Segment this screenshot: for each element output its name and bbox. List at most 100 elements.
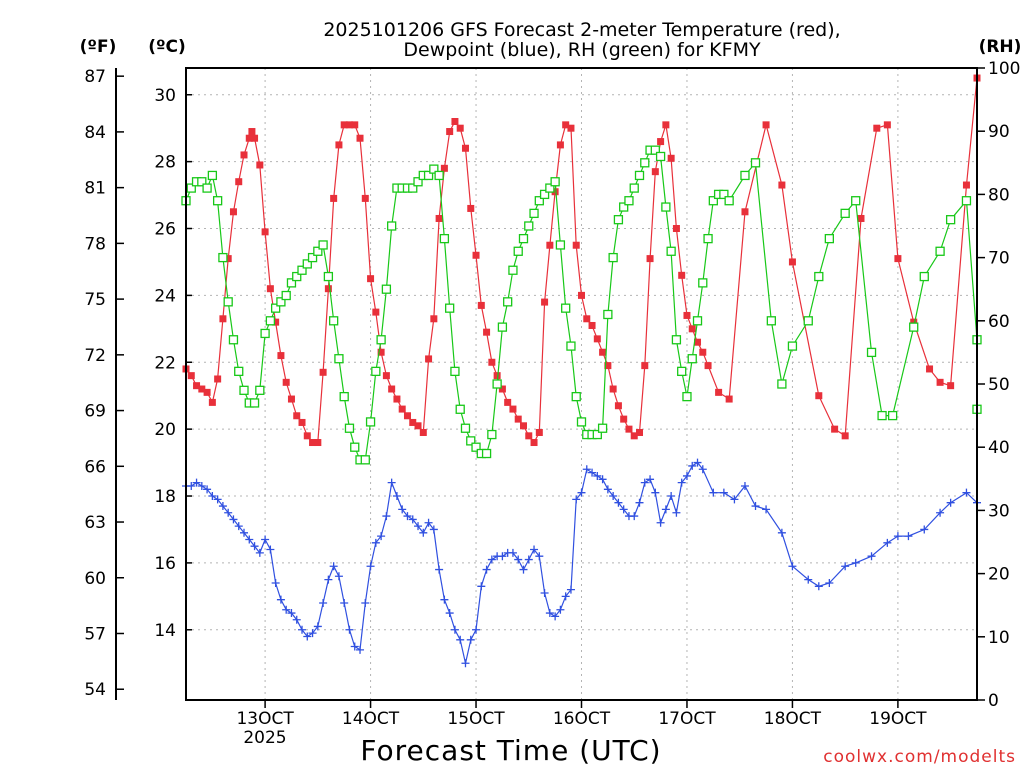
- point-temperature-45: [414, 422, 422, 430]
- point-dewpoint-70: [551, 612, 560, 621]
- point-temperature-110: [857, 214, 865, 222]
- point-dewpoint-55: [472, 625, 481, 634]
- point-temperature-67: [530, 439, 538, 447]
- point-rh-59: [492, 379, 502, 389]
- point-temperature-87: [636, 428, 644, 436]
- point-dewpoint-30: [340, 599, 349, 608]
- point-dewpoint-91: [661, 505, 670, 514]
- point-temperature-103: [741, 208, 749, 216]
- point-temperature-94: [672, 225, 680, 233]
- point-dewpoint-82: [614, 498, 623, 507]
- point-rh-81: [608, 252, 618, 263]
- point-rh-79: [597, 423, 608, 433]
- point-rh-97: [692, 316, 703, 326]
- point-temperature-31: [340, 121, 348, 129]
- point-rh-43: [408, 183, 418, 193]
- point-dewpoint-7: [218, 502, 227, 511]
- point-rh-120: [945, 215, 956, 225]
- point-rh-99: [703, 233, 713, 244]
- point-temperature-49: [435, 214, 443, 222]
- point-rh-36: [371, 366, 381, 377]
- point-dewpoint-18: [276, 595, 285, 604]
- point-dewpoint-102: [740, 481, 749, 490]
- point-rh-58: [487, 429, 497, 440]
- point-temperature-22: [293, 412, 301, 420]
- point-rh-95: [682, 391, 692, 402]
- point-dewpoint-76: [582, 465, 591, 474]
- point-dewpoint-74: [572, 495, 581, 504]
- point-temperature-44: [409, 418, 417, 426]
- point-temperature-61: [498, 385, 506, 393]
- point-rh-86: [634, 170, 645, 181]
- tick-label-f-69: 69: [84, 402, 106, 422]
- point-temperature-32: [345, 121, 353, 129]
- point-rh-24: [307, 252, 318, 263]
- point-temperature-9: [229, 208, 237, 216]
- point-rh-46: [423, 170, 434, 181]
- point-temperature-56: [472, 251, 480, 259]
- point-temperature-21: [287, 395, 295, 403]
- point-dewpoint-9: [229, 515, 238, 524]
- tick-label-c-20: 20: [154, 420, 176, 440]
- point-temperature-105: [778, 181, 786, 189]
- point-temperature-114: [910, 318, 918, 326]
- point-temperature-4: [203, 388, 211, 396]
- point-dewpoint-51: [450, 625, 459, 634]
- point-dewpoint-24: [308, 629, 317, 638]
- point-rh-109: [803, 316, 813, 326]
- tick-label-rh-70: 70: [988, 249, 1010, 269]
- point-dewpoint-5: [208, 492, 217, 501]
- point-rh-49: [439, 233, 450, 244]
- point-rh-78: [592, 429, 602, 440]
- point-dewpoint-26: [319, 599, 328, 608]
- point-temperature-79: [593, 335, 601, 343]
- point-dewpoint-15: [261, 535, 270, 544]
- tick-label-rh-30: 30: [988, 501, 1010, 521]
- point-rh-28: [329, 316, 339, 326]
- point-dewpoint-98: [698, 465, 707, 474]
- point-rh-61: [503, 297, 513, 307]
- point-dewpoint-11: [240, 528, 249, 537]
- point-rh-98: [698, 278, 708, 288]
- point-temperature-51: [446, 128, 454, 136]
- tick-label-rh-0: 0: [988, 691, 999, 711]
- point-dewpoint-99: [709, 488, 718, 497]
- tick-label-f-72: 72: [84, 346, 106, 366]
- tick-label-c-28: 28: [154, 153, 176, 173]
- point-temperature-29: [330, 194, 338, 202]
- point-temperature-102: [725, 395, 733, 403]
- point-temperature-46: [419, 428, 427, 436]
- point-rh-4: [202, 183, 212, 193]
- point-rh-38: [381, 284, 392, 294]
- point-rh-37: [376, 335, 386, 345]
- point-dewpoint-28: [329, 562, 338, 571]
- point-temperature-90: [651, 168, 659, 176]
- point-rh-27: [323, 271, 334, 282]
- point-dewpoint-80: [603, 485, 612, 494]
- point-rh-82: [613, 215, 624, 225]
- tick-label-rh-10: 10: [988, 628, 1010, 648]
- point-rh-31: [344, 423, 355, 433]
- tick-label-x-14OCT: 14OCT: [342, 709, 400, 729]
- point-temperature-86: [630, 432, 638, 440]
- point-temperature-70: [546, 241, 554, 249]
- point-rh-117: [909, 322, 919, 332]
- point-rh-25: [313, 246, 323, 256]
- point-dewpoint-110: [841, 562, 850, 571]
- point-dewpoint-29: [334, 572, 343, 581]
- point-dewpoint-72: [561, 592, 570, 601]
- point-dewpoint-89: [651, 488, 660, 497]
- point-rh-114: [866, 347, 877, 358]
- point-temperature-95: [678, 271, 686, 279]
- tick-label-rh-40: 40: [988, 438, 1010, 458]
- tick-label-f-63: 63: [84, 513, 106, 533]
- point-dewpoint-1: [187, 481, 196, 490]
- point-temperature-64: [514, 415, 522, 423]
- point-temperature-43: [403, 412, 411, 420]
- point-dewpoint-88: [646, 475, 655, 484]
- point-temperature-19: [277, 352, 285, 360]
- point-temperature-17: [266, 285, 274, 293]
- point-dewpoint-22: [298, 625, 307, 634]
- point-dewpoint-69: [545, 609, 554, 618]
- point-dewpoint-40: [392, 492, 401, 501]
